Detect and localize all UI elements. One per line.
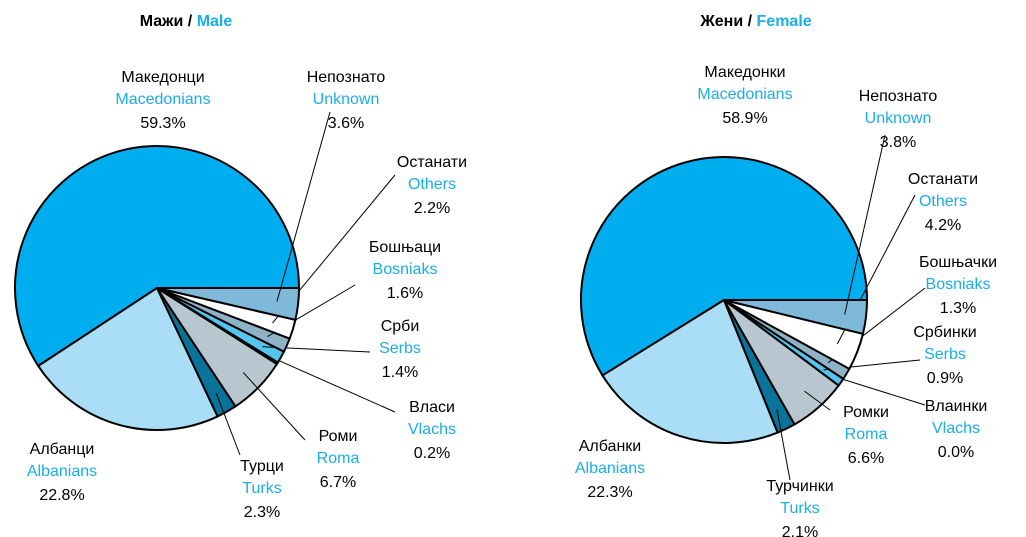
slice-label: Бошњачки — [919, 254, 997, 271]
slice-value: 1.3% — [940, 300, 976, 317]
slice-label: Непознато — [859, 88, 938, 105]
slice-label: Останати — [908, 171, 978, 188]
slice-label-en: Roma — [845, 426, 888, 443]
slice-label-en: Macedonians — [697, 86, 792, 103]
slice-value: 4.2% — [925, 217, 961, 234]
slice-label: Власи — [409, 399, 455, 416]
slice-value: 22.8% — [39, 487, 84, 504]
slice-value: 0.2% — [414, 445, 450, 462]
slice-label: Србинки — [913, 324, 976, 341]
slice-label-en: Bosniaks — [926, 276, 991, 293]
slice-label: Роми — [319, 428, 358, 445]
slice-label-en: Turks — [780, 500, 819, 517]
slice-value: 1.6% — [387, 285, 423, 302]
slice-label: Турчинки — [766, 478, 833, 495]
slice-label-en: Vlachs — [408, 421, 456, 438]
slice-value: 3.8% — [880, 134, 916, 151]
leader-line — [776, 409, 791, 481]
title-separator: / — [188, 13, 193, 30]
slice-label-en: Turks — [242, 480, 281, 497]
pie-slice — [601, 298, 779, 444]
slice-label: Македонки — [704, 64, 785, 81]
slice-label: Ромки — [843, 404, 889, 421]
pie-slice — [14, 145, 301, 368]
title-en: Male — [197, 13, 233, 30]
title-en: Female — [757, 13, 812, 30]
title-mk: Жени — [699, 13, 743, 30]
slice-label-en: Vlachs — [932, 420, 980, 437]
slice-value: 2.3% — [244, 504, 280, 521]
slice-label: Албанци — [30, 441, 95, 458]
slice-label-en: Serbs — [924, 346, 966, 363]
pie-chart: Жени / Female Македонки Macedonians 58.9% Ал… — [575, 13, 997, 537]
slice-value: 6.6% — [848, 450, 884, 467]
slice-label-en: Serbs — [379, 340, 421, 357]
slice-value: 3.6% — [328, 115, 364, 132]
slice-value: 1.4% — [382, 364, 418, 381]
chart-title: Жени / Female — [699, 13, 811, 30]
title-mk: Мажи — [140, 13, 184, 30]
slice-label-en: Albanians — [27, 463, 97, 480]
slice-label-en: Roma — [317, 450, 360, 467]
slice-label: Срби — [381, 318, 420, 335]
slice-value: 2.1% — [782, 524, 818, 537]
slice-label: Албанки — [579, 438, 641, 455]
slice-value: 6.7% — [320, 474, 356, 491]
pie-slice — [723, 299, 869, 335]
slice-label: Непознато — [307, 69, 386, 86]
slice-label: Македонци — [121, 69, 204, 86]
leader-line — [242, 372, 306, 441]
slice-label-en: Albanians — [575, 460, 645, 477]
slice-label-en: Unknown — [865, 110, 932, 127]
pie-slice — [580, 156, 869, 377]
slice-label: Бошњаци — [369, 239, 441, 256]
pie-slice — [156, 287, 301, 322]
leader-line — [215, 392, 241, 456]
chart-title: Мажи / Male — [140, 13, 233, 30]
slice-label-en: Macedonians — [115, 91, 210, 108]
leader-line — [259, 351, 396, 413]
slice-label-en: Bosniaks — [373, 261, 438, 278]
slice-label-en: Others — [408, 176, 456, 193]
slice-label-en: Others — [919, 193, 967, 210]
pie-chart: Мажи / Male Македонци Macedonians 59.3% Алба… — [14, 13, 467, 521]
slice-label: Турци — [240, 458, 284, 475]
slice-label-en: Unknown — [313, 91, 380, 108]
slice-value: 22.3% — [587, 484, 632, 501]
leader-line — [276, 111, 331, 302]
slice-label: Останати — [397, 154, 467, 171]
slice-value: 58.9% — [722, 110, 767, 127]
slice-value: 0.0% — [938, 444, 974, 461]
leader-line — [804, 390, 831, 411]
slice-label: Влаинки — [925, 398, 988, 415]
slice-value: 59.3% — [140, 115, 185, 132]
leader-line — [844, 134, 886, 315]
slice-value: 2.2% — [414, 200, 450, 217]
title-separator: / — [748, 13, 753, 30]
slice-value: 0.9% — [927, 370, 963, 387]
